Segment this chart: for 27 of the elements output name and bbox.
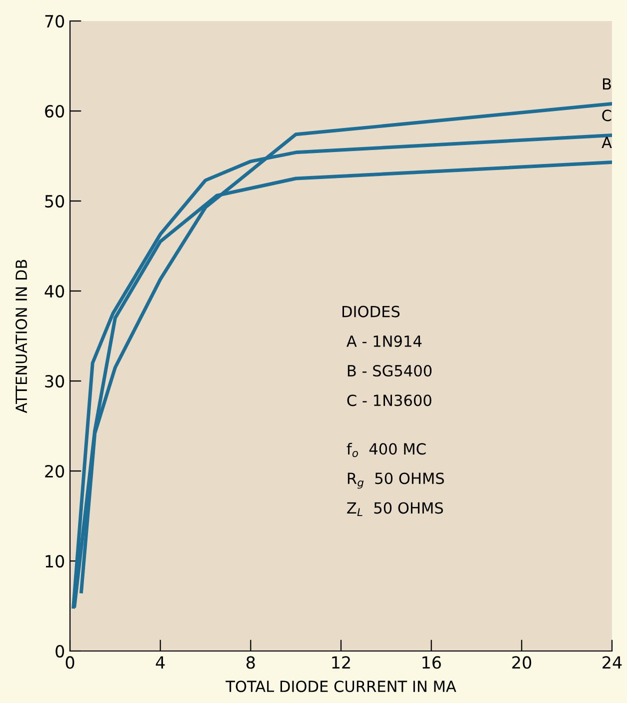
annotation: f$_{o}$ 400 MC	[346, 442, 426, 458]
annotation: Z$_{L}$ 50 OHMS	[347, 502, 443, 516]
y-tick-label: 0	[56, 644, 64, 658]
annotation: A - 1N914	[346, 335, 422, 347]
annotation: DIODES	[342, 306, 400, 318]
x-tick-label: 20	[512, 656, 532, 669]
series-label: A	[602, 136, 612, 148]
y-tick-label: 50	[45, 194, 64, 208]
y-tick-label: 60	[45, 104, 64, 118]
y-tick-label: 70	[45, 14, 64, 28]
x-tick-label: 8	[246, 656, 255, 669]
x-tick-label: 12	[332, 656, 350, 669]
y-axis-title: ATTENUATION IN DB	[16, 260, 28, 414]
annotation: R$_{g}$ 50 OHMS	[348, 472, 444, 489]
x-tick-label: 0	[66, 656, 74, 669]
y-tick-label: 20	[45, 464, 64, 478]
x-tick-label: 4	[156, 656, 165, 669]
y-tick-label: 10	[46, 554, 64, 568]
annotation: C - 1N3600	[347, 394, 432, 406]
x-tick-label: 16	[422, 656, 441, 669]
y-tick-label: 40	[44, 284, 64, 298]
y-tick-label: 30	[45, 374, 64, 388]
annotation: B - SG5400	[348, 364, 432, 377]
series-label: B	[603, 78, 611, 90]
series-label: C	[602, 110, 612, 122]
x-axis-title: TOTAL DIODE CURRENT IN MA	[226, 680, 456, 692]
x-tick-label: 24	[602, 656, 622, 669]
